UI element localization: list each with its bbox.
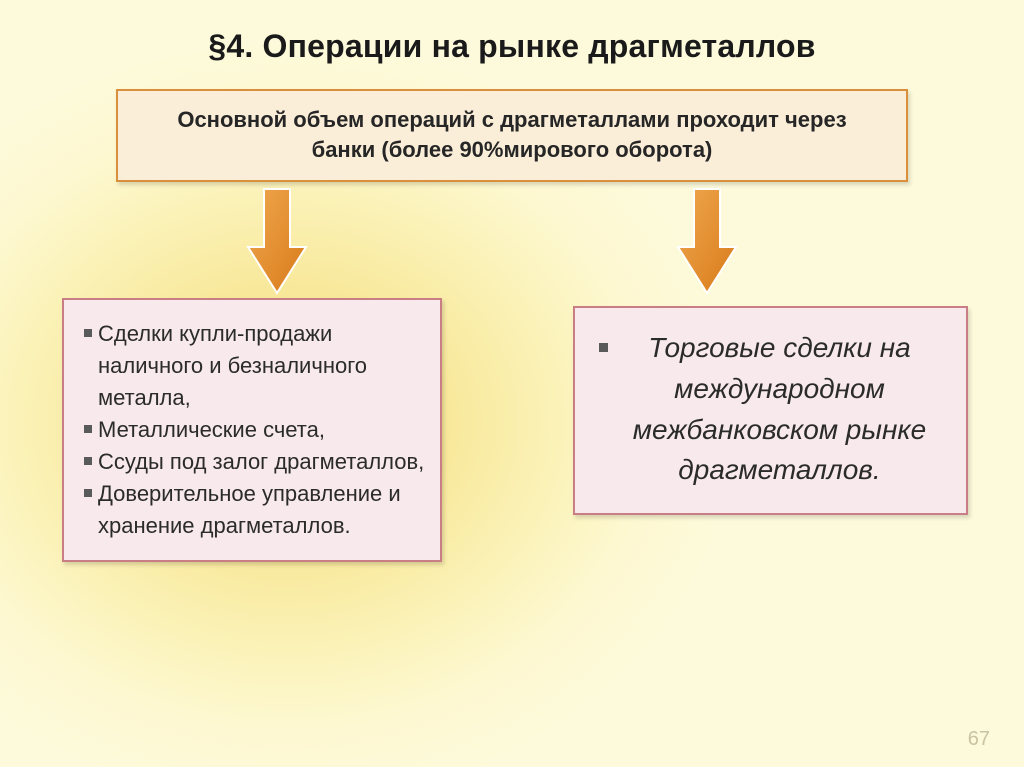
list-item: Ссуды под залог драгметаллов, [84,446,426,478]
bullet-icon [599,343,608,352]
bullet-icon [84,457,92,465]
left-details-box: Сделки купли-продажи наличного и безнали… [62,298,442,561]
list-item-text: Доверительное управление и хранение драг… [98,478,426,542]
arrow-right [676,187,738,302]
arrow-left [246,187,308,302]
list-item: Сделки купли-продажи наличного и безнали… [84,318,426,414]
slide-title: §4. Операции на рынке драгметаллов [48,28,976,65]
bullet-icon [84,329,92,337]
list-item: Доверительное управление и хранение драг… [84,478,426,542]
page-number: 67 [968,728,990,751]
bottom-row: Сделки купли-продажи наличного и безнали… [48,298,976,561]
list-item-text: Сделки купли-продажи наличного и безнали… [98,318,426,414]
down-arrow-icon [246,187,308,297]
top-summary-box: Основной объем операций с драгметаллами … [116,89,908,182]
list-item-text: Металлические счета, [98,414,325,446]
right-details-box: Торговые сделки на международном межбанк… [573,306,968,514]
right-box-text: Торговые сделки на международном межбанк… [615,328,944,490]
arrow-row [116,182,908,302]
slide-container: §4. Операции на рынке драгметаллов Основ… [0,0,1024,767]
bullet-icon [84,489,92,497]
list-item-text: Ссуды под залог драгметаллов, [98,446,424,478]
down-arrow-icon [676,187,738,297]
list-item: Металлические счета, [84,414,426,446]
bullet-icon [84,425,92,433]
